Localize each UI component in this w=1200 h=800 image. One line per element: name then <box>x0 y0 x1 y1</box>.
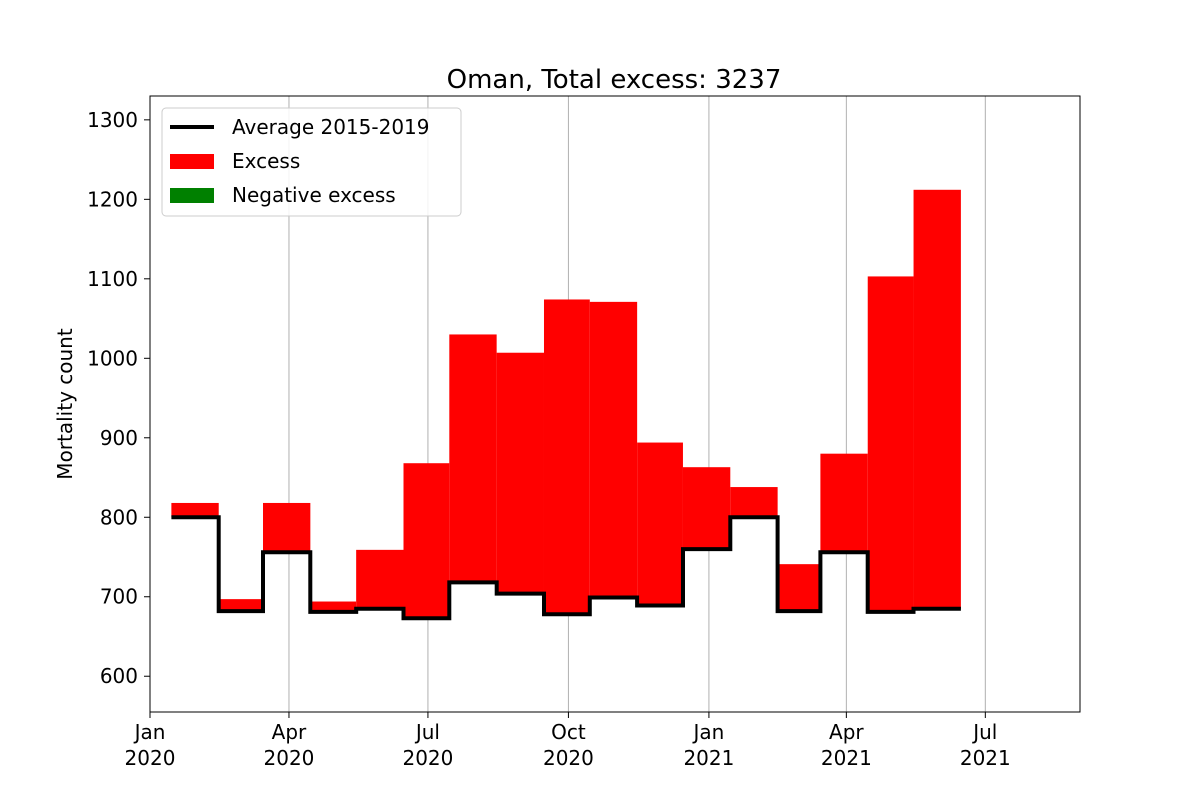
excess-bar <box>263 502 311 553</box>
y-tick-label: 900 <box>100 426 138 450</box>
legend-patch-swatch <box>170 154 214 169</box>
legend-label: Excess <box>232 149 300 173</box>
excess-bar <box>356 549 404 609</box>
chart-title: Oman, Total excess: 3237 <box>447 65 782 95</box>
x-tick-label: 2020 <box>264 746 315 770</box>
x-tick-label: Jul <box>971 720 997 744</box>
excess-bar <box>218 599 264 612</box>
x-tick-label: Jan <box>691 720 724 744</box>
excess-bar <box>637 442 683 606</box>
legend-patch-swatch <box>170 188 214 203</box>
legend-box <box>161 107 462 217</box>
legend-label: Average 2015-2019 <box>232 115 430 139</box>
y-axis: 600 700 800 900 1000 1100 1200 1300 <box>87 108 150 688</box>
excess-bar <box>171 502 219 518</box>
excess-bar <box>403 463 450 619</box>
baseline-step-line <box>171 515 961 621</box>
excess-bar <box>543 299 590 615</box>
excess-bar <box>682 467 731 550</box>
excess-bar <box>867 276 914 612</box>
excess-bar <box>730 487 778 518</box>
excess-bar <box>449 334 497 583</box>
y-tick-label: 600 <box>100 664 138 688</box>
x-tick-label: 2020 <box>402 746 453 770</box>
baseline-line <box>171 515 961 621</box>
y-tick-label: 1200 <box>87 187 138 211</box>
excess-bar <box>589 301 638 598</box>
y-axis-label: Mortality count <box>53 328 77 480</box>
y-tick-label: 1100 <box>87 267 138 291</box>
x-tick-label: Jan <box>133 720 166 744</box>
y-tick-label: 1000 <box>87 346 138 370</box>
y-tick-label: 700 <box>100 585 138 609</box>
y-tick-label: 800 <box>100 505 138 529</box>
x-axis: Jan2020Apr2020Jul2020Oct2020Jan2021Apr20… <box>125 712 1011 770</box>
plot-frame <box>149 95 1081 713</box>
x-tick-label: Jul <box>414 720 440 744</box>
x-tick-label: Apr <box>272 720 307 744</box>
x-tick-label: 2020 <box>543 746 594 770</box>
x-tick-label: Oct <box>551 720 586 744</box>
excess-bar <box>777 564 821 612</box>
excess-bar <box>310 601 357 612</box>
excess-bar <box>820 453 868 553</box>
excess-bars <box>171 189 961 619</box>
legend: Average 2015-2019 Excess Negative excess <box>161 107 462 217</box>
y-tick-label: 1300 <box>87 108 138 132</box>
x-tick-label: Apr <box>829 720 864 744</box>
legend-label: Negative excess <box>232 183 396 207</box>
x-tick-label: 2021 <box>821 746 872 770</box>
x-tick-label: 2021 <box>683 746 734 770</box>
x-tick-label: 2020 <box>125 746 176 770</box>
x-tick-label: 2021 <box>960 746 1011 770</box>
excess-bar <box>913 189 961 609</box>
excess-bar <box>496 352 544 594</box>
